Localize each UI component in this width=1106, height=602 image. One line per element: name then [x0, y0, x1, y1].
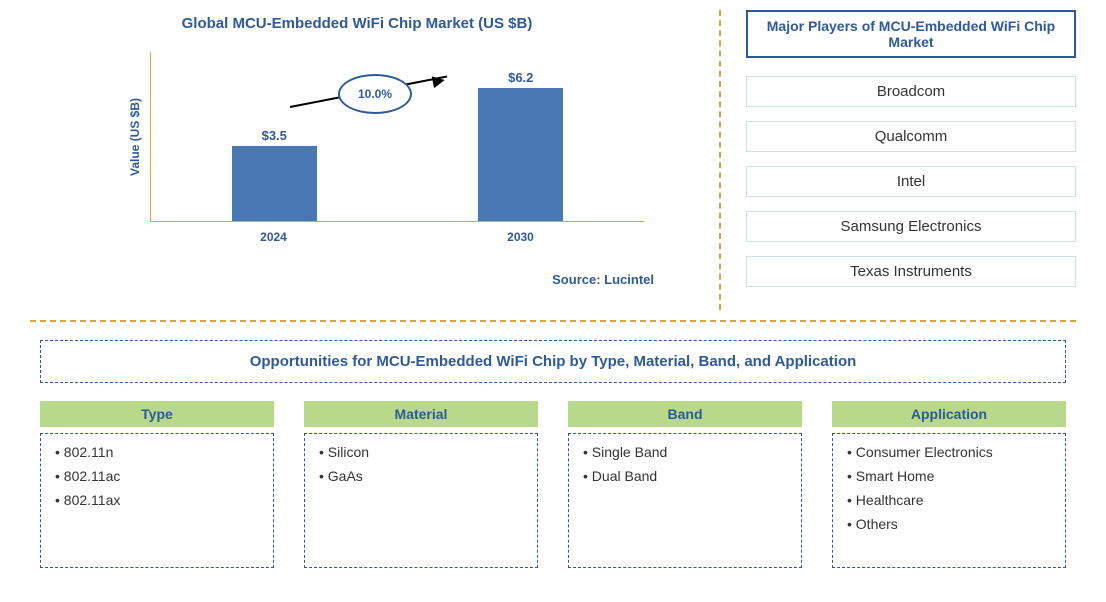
bar-value-2024: $3.5	[262, 128, 287, 143]
arrow-head-icon	[432, 74, 446, 88]
player-samsung: Samsung Electronics	[746, 211, 1076, 242]
list-item: • Smart Home	[847, 468, 1051, 484]
category-header-application: Application	[832, 401, 1066, 427]
x-label-2024: 2024	[214, 230, 334, 244]
category-band: Band • Single Band • Dual Band	[568, 401, 802, 568]
item-text: GaAs	[328, 468, 363, 484]
horizontal-divider	[30, 320, 1076, 322]
growth-rate-ellipse: 10.0%	[338, 74, 412, 114]
category-type: Type • 802.11n • 802.11ac • 802.11ax	[40, 401, 274, 568]
category-header-material: Material	[304, 401, 538, 427]
item-text: Dual Band	[592, 468, 657, 484]
chart-title: Global MCU-Embedded WiFi Chip Market (US…	[30, 15, 684, 32]
list-item: • 802.11ac	[55, 468, 259, 484]
player-broadcom: Broadcom	[746, 76, 1076, 107]
player-intel: Intel	[746, 166, 1076, 197]
players-header: Major Players of MCU-Embedded WiFi Chip …	[746, 10, 1076, 58]
player-qualcomm: Qualcomm	[746, 121, 1076, 152]
item-text: Silicon	[328, 444, 369, 460]
major-players-region: Major Players of MCU-Embedded WiFi Chip …	[746, 10, 1076, 310]
category-body-material: • Silicon • GaAs	[304, 433, 538, 568]
bar-group-2030: $6.2	[461, 70, 581, 221]
list-item: • Dual Band	[583, 468, 787, 484]
vertical-divider	[719, 10, 721, 310]
player-ti: Texas Instruments	[746, 256, 1076, 287]
bar-2024	[232, 146, 317, 221]
list-item: • Healthcare	[847, 492, 1051, 508]
growth-annotation: 10.0%	[290, 72, 460, 122]
bar-value-2030: $6.2	[508, 70, 533, 85]
x-axis-labels: 2024 2030	[150, 230, 644, 244]
chart-source: Source: Lucintel	[30, 272, 654, 287]
opportunities-header: Opportunities for MCU-Embedded WiFi Chip…	[40, 340, 1066, 383]
category-application: Application • Consumer Electronics • Sma…	[832, 401, 1066, 568]
item-text: 802.11ax	[64, 492, 121, 508]
category-header-type: Type	[40, 401, 274, 427]
y-axis-label: Value (US $B)	[128, 97, 142, 175]
x-label-2030: 2030	[461, 230, 581, 244]
chart-region: Global MCU-Embedded WiFi Chip Market (US…	[30, 10, 694, 310]
item-text: Smart Home	[856, 468, 935, 484]
list-item: • Others	[847, 516, 1051, 532]
list-item: • Silicon	[319, 444, 523, 460]
category-material: Material • Silicon • GaAs	[304, 401, 538, 568]
list-item: • Consumer Electronics	[847, 444, 1051, 460]
item-text: Healthcare	[856, 492, 924, 508]
item-text: Single Band	[592, 444, 668, 460]
item-text: 802.11n	[64, 444, 114, 460]
bar-2030	[478, 88, 563, 221]
list-item: • GaAs	[319, 468, 523, 484]
bar-group-2024: $3.5	[214, 128, 334, 221]
category-body-type: • 802.11n • 802.11ac • 802.11ax	[40, 433, 274, 568]
item-text: Consumer Electronics	[856, 444, 993, 460]
list-item: • Single Band	[583, 444, 787, 460]
item-text: 802.11ac	[64, 468, 121, 484]
list-item: • 802.11ax	[55, 492, 259, 508]
item-text: Others	[856, 516, 898, 532]
category-body-band: • Single Band • Dual Band	[568, 433, 802, 568]
top-section: Global MCU-Embedded WiFi Chip Market (US…	[30, 10, 1076, 310]
categories-row: Type • 802.11n • 802.11ac • 802.11ax Mat…	[30, 401, 1076, 568]
category-header-band: Band	[568, 401, 802, 427]
category-body-application: • Consumer Electronics • Smart Home • He…	[832, 433, 1066, 568]
list-item: • 802.11n	[55, 444, 259, 460]
